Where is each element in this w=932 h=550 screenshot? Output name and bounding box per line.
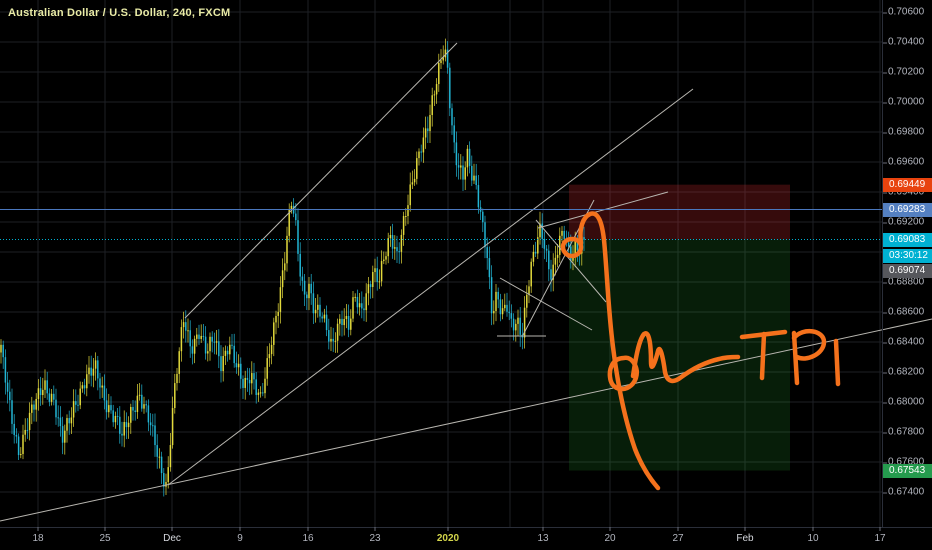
trendline[interactable] — [0, 318, 932, 522]
symbol-title[interactable]: Australian Dollar / U.S. Dollar, 240, FX… — [8, 7, 231, 19]
stop-loss-zone[interactable] — [569, 184, 790, 240]
drawing-stroke[interactable] — [578, 211, 661, 491]
prev-price-badge: 0.69074 — [883, 264, 932, 278]
price-tick-label: 0.70400 — [882, 36, 925, 48]
time-tick-label: 17 — [874, 533, 886, 544]
price-tick-label: 0.69600 — [882, 156, 925, 168]
price-tick-label: 0.68600 — [882, 306, 925, 318]
price-tick-label: 0.70200 — [882, 66, 925, 78]
drawing-stroke[interactable] — [630, 331, 741, 384]
trendline[interactable] — [535, 219, 607, 303]
trendline[interactable] — [184, 42, 458, 319]
trendline[interactable] — [499, 277, 593, 331]
time-tick-label: 23 — [369, 533, 381, 544]
take-profit-zone[interactable] — [569, 239, 790, 471]
candlesticks — [0, 38, 585, 497]
drawing-stroke[interactable] — [560, 236, 584, 259]
target-price-badge: 0.67543 — [883, 463, 932, 478]
time-tick-label: 2020 — [436, 533, 460, 544]
time-tick-label: 27 — [672, 533, 684, 544]
time-tick-label: 9 — [237, 533, 243, 544]
time-tick-label: 10 — [807, 533, 819, 544]
alert-price-badge: 0.69283 — [883, 202, 932, 217]
last-price-badge: 0.69083 — [883, 232, 932, 247]
price-tick-label: 0.70600 — [882, 6, 925, 18]
price-tick-label: 0.68000 — [882, 396, 925, 408]
time-axis[interactable]: 18 25 Dec 9 16 23 2020 13 20 27 Feb 10 17 — [0, 527, 932, 550]
drawing-stroke[interactable] — [791, 329, 827, 361]
time-tick-label: Dec — [163, 533, 181, 544]
price-tick-label: 0.68400 — [882, 336, 925, 348]
price-tick-label: 0.67600 — [882, 456, 925, 468]
axis-borders — [0, 0, 932, 531]
drawing-stroke[interactable] — [607, 355, 639, 392]
time-tick-label: 25 — [99, 533, 111, 544]
time-tick-label: 20 — [604, 533, 616, 544]
grid — [0, 0, 882, 527]
price-tick-label: 0.67800 — [882, 426, 925, 438]
time-tick-label: Feb — [736, 533, 754, 544]
time-tick-label: 13 — [537, 533, 549, 544]
price-tick-label: 0.69200 — [882, 216, 925, 228]
drawing-stroke[interactable] — [833, 338, 841, 387]
price-tick-label: 0.69800 — [882, 126, 925, 138]
price-tick-label: 0.68800 — [882, 276, 925, 288]
freehand-annotation — [560, 211, 841, 491]
stop-price-badge: 0.69449 — [883, 177, 932, 192]
price-tick-label: 0.67400 — [882, 486, 925, 498]
time-tick-label: 16 — [302, 533, 314, 544]
bar-countdown-badge: 03:30:12 — [883, 249, 932, 263]
price-axis[interactable]: 0.70600 0.70400 0.70200 0.70000 0.69800 0.696… — [882, 0, 932, 527]
price-tick-label: 0.70000 — [882, 96, 925, 108]
price-tick-label: 0.69400 — [882, 186, 925, 198]
price-levels — [0, 209, 882, 241]
position-tool — [569, 184, 790, 471]
trendline[interactable] — [167, 88, 694, 486]
time-tick-label: 18 — [32, 533, 44, 544]
price-tick-label: 0.68200 — [882, 366, 925, 378]
drawing-stroke[interactable] — [759, 331, 767, 381]
